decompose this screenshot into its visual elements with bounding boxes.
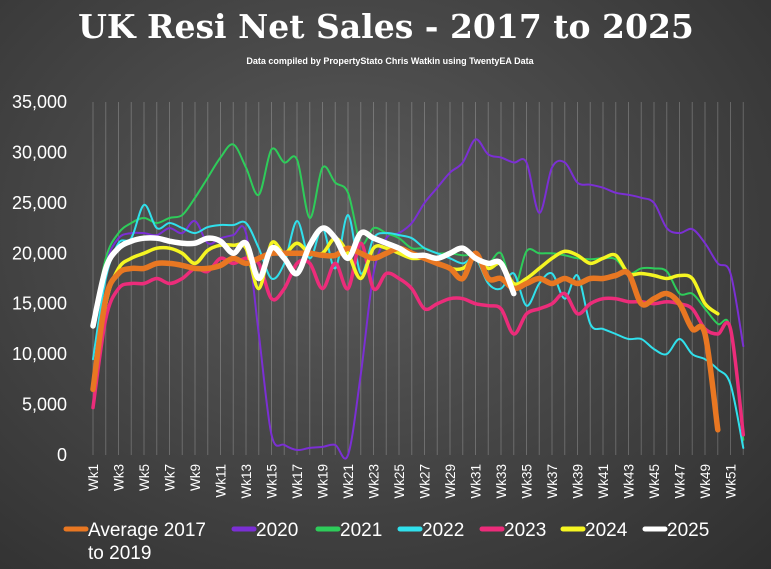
- x-tick-label: Wk9: [188, 464, 203, 491]
- y-tick-label: 15,000: [12, 294, 67, 314]
- y-tick-label: 20,000: [12, 243, 67, 263]
- x-tick-label: Wk47: [673, 464, 688, 499]
- y-tick-label: 10,000: [12, 344, 67, 364]
- legend-label: 2020: [256, 520, 298, 541]
- x-tick-label: Wk33: [494, 464, 509, 499]
- legend-label: 2022: [422, 520, 464, 541]
- x-tick-label: Wk19: [316, 464, 331, 499]
- legend-label: 2023: [504, 520, 546, 541]
- series-lines: [90, 138, 746, 460]
- x-tick-label: Wk3: [112, 464, 127, 491]
- x-tick-label: Wk43: [622, 464, 637, 499]
- legend: Average 2017 to 2019 2020 2021 2022 2023 2024 2…: [63, 520, 709, 564]
- series-line-2022: [92, 203, 745, 449]
- chart-subtitle: Data compiled by PropertyStato Chris Wat…: [246, 56, 534, 66]
- x-tick-label: Wk1: [86, 464, 101, 491]
- x-tick-label: Wk37: [545, 464, 560, 499]
- x-tick-label: Wk7: [163, 464, 178, 491]
- y-axis: 0 5,000 10,000 15,000 20,000 25,000 30,000 35,0…: [12, 92, 67, 465]
- x-tick-label: Wk27: [418, 464, 433, 499]
- x-tick-label: Wk11: [214, 464, 229, 498]
- series-line-2021: [92, 143, 745, 441]
- x-tick-label: Wk49: [698, 464, 713, 499]
- legend-label: Average 2017 to 2019: [88, 520, 206, 564]
- series-line-2024: [91, 236, 720, 392]
- x-tick-label: Wk51: [724, 464, 739, 499]
- legend-label: 2021: [340, 520, 382, 541]
- legend-label: 2024: [585, 520, 628, 541]
- x-axis: Wk1 Wk3 Wk5 Wk7 Wk9 Wk11 Wk13 Wk15 Wk17 Wk19 Wk21 W…: [86, 464, 739, 499]
- x-tick-label: Wk41: [596, 464, 611, 499]
- x-tick-label: Wk17: [290, 464, 305, 499]
- x-tick-label: Wk15: [265, 464, 280, 499]
- series-line-2023: [91, 241, 746, 437]
- x-tick-label: Wk23: [367, 464, 382, 499]
- x-tick-label: Wk45: [647, 464, 662, 499]
- y-tick-label: 25,000: [12, 193, 67, 213]
- legend-label: 2025: [667, 520, 709, 541]
- x-tick-label: Wk39: [571, 464, 586, 499]
- x-tick-label: Wk31: [469, 464, 484, 499]
- series-line-2025: [90, 225, 517, 329]
- x-tick-label: Wk25: [392, 464, 407, 499]
- y-tick-label: 5,000: [22, 395, 67, 415]
- x-tick-label: Wk21: [341, 464, 356, 499]
- gridlines: [92, 102, 744, 455]
- y-tick-label: 35,000: [12, 92, 67, 112]
- chart-title: UK Resi Net Sales - 2017 to 2025: [78, 7, 694, 46]
- x-tick-label: Wk5: [137, 464, 152, 491]
- y-tick-label: 0: [57, 445, 67, 465]
- x-tick-label: Wk35: [520, 464, 535, 499]
- y-tick-label: 30,000: [12, 142, 67, 162]
- x-tick-label: Wk13: [239, 464, 254, 499]
- x-tick-label: Wk29: [443, 464, 458, 499]
